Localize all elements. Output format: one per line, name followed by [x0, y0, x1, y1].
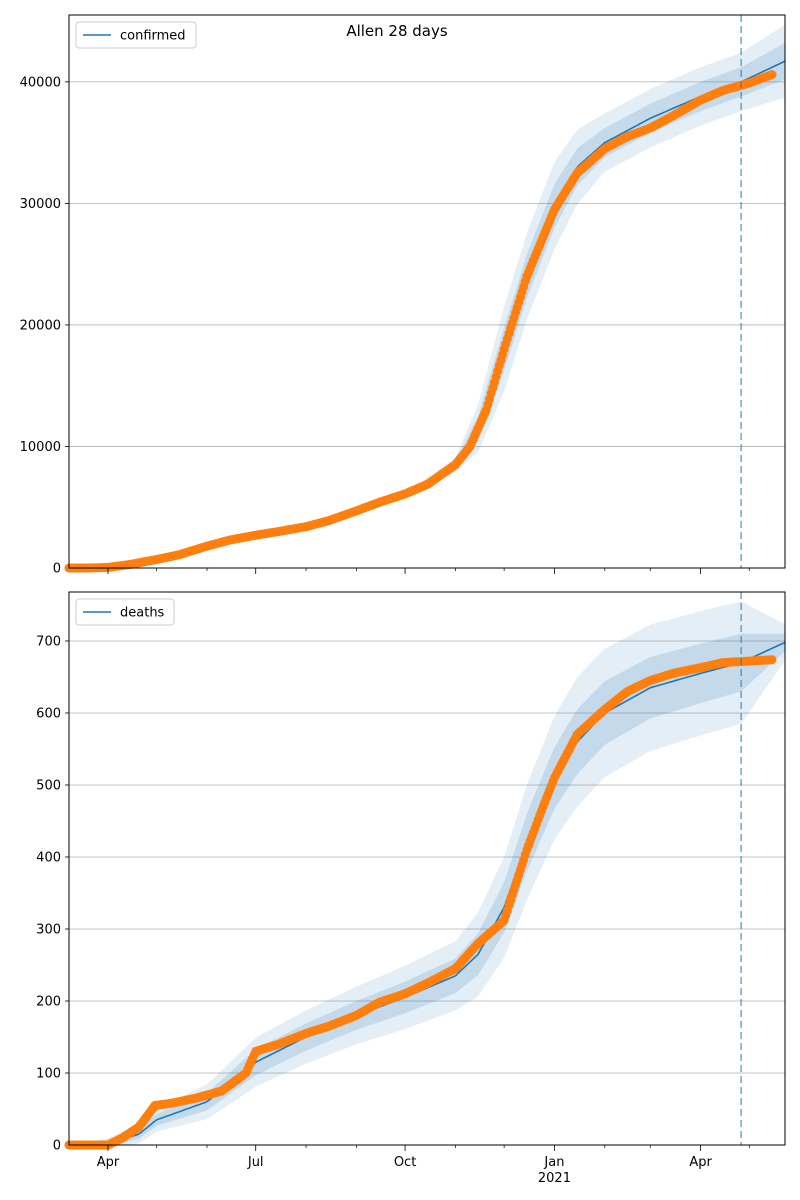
- y-tick-label: 30000: [20, 197, 61, 212]
- observed-point: [767, 70, 777, 80]
- y-tick-label: 10000: [20, 440, 61, 455]
- legend: deaths: [75, 598, 175, 626]
- x-tick-label: Jul: [247, 1155, 264, 1170]
- confirmed-panel: 0 10000 20000 30000 40000 confirmed: [20, 14, 786, 577]
- uncertainty-band: [69, 24, 785, 568]
- legend-label: confirmed: [120, 29, 186, 44]
- observed-point: [767, 655, 777, 665]
- y-tick-label: 40000: [20, 75, 61, 90]
- y-tick-label: 100: [36, 1066, 61, 1081]
- axes-frame: [68, 591, 786, 1146]
- y-tick-label: 200: [36, 994, 61, 1009]
- y-tick-label: 600: [36, 706, 61, 721]
- uncertainty-band: [69, 601, 785, 1145]
- x-tick-label: Oct: [394, 1155, 416, 1170]
- x-tick-label: Apr: [689, 1155, 712, 1170]
- legend: confirmed: [75, 21, 197, 49]
- x-tick-label: Apr: [97, 1155, 120, 1170]
- figure-title: Allen 28 days: [346, 22, 448, 40]
- y-tick-label: 20000: [20, 318, 61, 333]
- y-tick-label: 500: [36, 778, 61, 793]
- y-tick-label: 300: [36, 922, 61, 937]
- y-tick-label: 0: [53, 1139, 61, 1154]
- legend-label: deaths: [120, 606, 165, 621]
- axes-frame: [68, 14, 786, 569]
- uncertainty-band: [69, 633, 785, 1145]
- y-tick-label: 400: [36, 850, 61, 865]
- x-tick-label: Jan: [543, 1155, 564, 1170]
- y-tick-label: 0: [53, 562, 61, 577]
- y-tick-label: 700: [36, 634, 61, 649]
- legend-box: [75, 598, 175, 626]
- x-tick-year-label: 2021: [538, 1171, 571, 1186]
- legend-box: [75, 21, 197, 49]
